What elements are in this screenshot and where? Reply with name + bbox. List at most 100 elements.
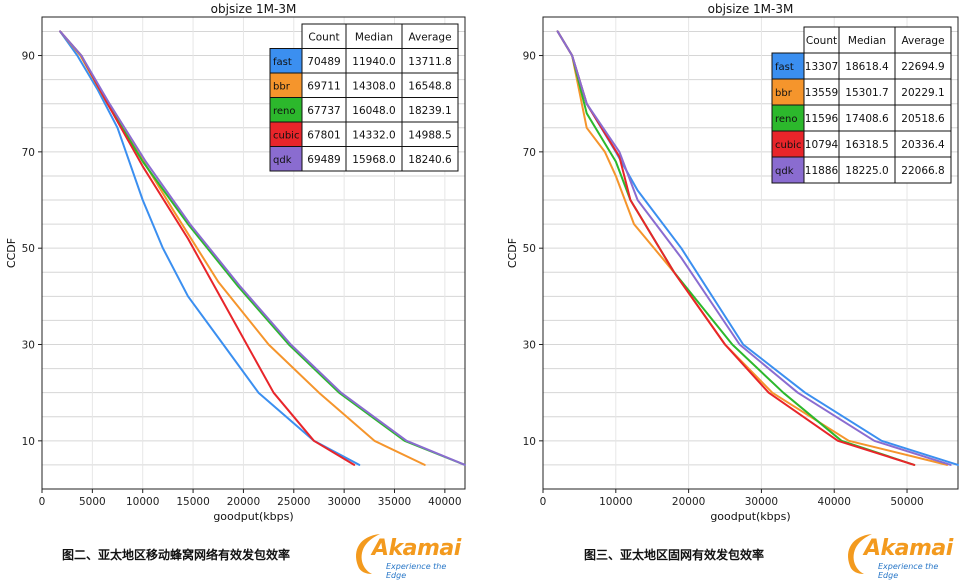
table-cell-value: 18225.0 — [845, 165, 888, 177]
table-header-label: Average — [901, 35, 944, 47]
stats-table: Count Median Average fast 70489 11940.0 13711.… — [269, 23, 459, 172]
table-cell — [838, 130, 896, 158]
table-header-cell — [838, 26, 896, 54]
series-line-bbr — [556, 30, 949, 466]
table-cell-value: 18618.4 — [845, 61, 889, 73]
table-row-label: bbr — [273, 81, 291, 92]
table-cell-value: 69489 — [307, 154, 340, 166]
x-axis-label: goodput(kbps) — [710, 510, 790, 523]
table-cell-value: 11596 — [805, 113, 839, 125]
x-axis-label: goodput(kbps) — [213, 510, 293, 523]
akamai-logo-left: Akamai Experience the Edge — [350, 530, 462, 580]
table-cell — [838, 78, 896, 106]
x-tick-label: 40000 — [818, 496, 851, 508]
table-cell-value: 11886 — [805, 165, 839, 177]
akamai-swoosh-icon — [848, 534, 872, 574]
table-row-label-cell — [269, 97, 303, 123]
table-cell — [838, 104, 896, 132]
x-tick-label: 30000 — [745, 496, 778, 508]
table-cell-value: 70489 — [307, 56, 340, 68]
table-header-label: Median — [355, 31, 393, 43]
akamai-logo-right: Akamai Experience the Edge — [842, 530, 954, 580]
table-cell-value: 20518.6 — [901, 113, 945, 125]
table-header-label: Median — [848, 35, 886, 47]
table-row-label-cell — [771, 52, 805, 80]
y-tick-label: 70 — [22, 147, 35, 159]
x-tick-label: 50000 — [890, 496, 923, 508]
table-row-label-cell — [269, 121, 303, 147]
table-row-label-cell — [771, 78, 805, 106]
akamai-tagline: Experience the Edge — [386, 562, 447, 580]
y-tick-label: 30 — [22, 340, 35, 352]
table-cell-value: 11940.0 — [352, 56, 395, 68]
table-cell — [345, 48, 403, 74]
x-tick-label: 20000 — [672, 496, 705, 508]
x-tick-label: 35000 — [378, 496, 411, 508]
x-tick-label: 0 — [540, 496, 547, 508]
akamai-swoosh-icon — [356, 534, 380, 574]
x-tick-label: 5000 — [79, 496, 106, 508]
table-row-label-cell — [771, 156, 805, 184]
table-cell — [401, 97, 459, 123]
y-axis-label: CCDF — [5, 238, 18, 268]
series-line-qdk — [556, 30, 952, 466]
table-cell — [894, 78, 952, 106]
table-cell-value: 18240.6 — [408, 154, 452, 166]
table-cell — [401, 72, 459, 98]
akamai-wordmark: Akamai — [372, 536, 461, 561]
table-cell — [345, 146, 403, 172]
table-header-cell — [803, 26, 840, 54]
series-line-fast — [59, 30, 361, 466]
table-cell-value: 22694.9 — [901, 61, 944, 73]
table-cell — [838, 156, 896, 184]
x-tick-label: 40000 — [428, 496, 461, 508]
table-header-cell — [301, 23, 347, 49]
table-cell-value: 14332.0 — [352, 129, 395, 141]
table-cell-value: 22066.8 — [901, 165, 944, 177]
x-tick-label: 20000 — [227, 496, 260, 508]
table-row-label: cubic — [273, 130, 299, 141]
x-tick-label: 15000 — [176, 496, 209, 508]
table-row-label: qdk — [775, 166, 794, 177]
akamai-tagline: Experience the Edge — [878, 562, 939, 580]
table-header-cell — [401, 23, 459, 49]
table-cell-value: 20229.1 — [901, 87, 944, 99]
table-cell — [301, 48, 347, 74]
table-cell-value: 15968.0 — [352, 154, 395, 166]
series-line-qdk — [59, 30, 466, 466]
table-cell-value: 10794 — [805, 139, 839, 151]
plot-frame — [542, 16, 959, 490]
table-cell-value: 13559 — [805, 87, 838, 99]
table-cell-value: 67801 — [307, 129, 340, 141]
chart-1: objsize 1M-3M 0 5000 10000 15000 20000 25000 30… — [5, 2, 466, 523]
table-cell-value: 16048.0 — [352, 105, 395, 117]
table-cell — [345, 121, 403, 147]
table-cell-value: 69711 — [307, 80, 340, 92]
table-row-label: fast — [273, 57, 292, 68]
table-cell-value: 18239.1 — [408, 105, 451, 117]
table-cell — [803, 52, 840, 80]
table-cell-value: 13711.8 — [408, 56, 451, 68]
x-tick-label: 10000 — [599, 496, 632, 508]
table-cell — [894, 130, 952, 158]
y-tick-label: 10 — [22, 436, 35, 448]
table-row-label-cell — [269, 72, 303, 98]
table-cell-value: 20336.4 — [901, 139, 945, 151]
table-row-label: bbr — [775, 88, 793, 99]
chart-2: objsize 1M-3M 0 10000 20000 30000 40000 50000 1… — [506, 2, 959, 523]
x-tick-label: 30000 — [327, 496, 360, 508]
table-cell — [803, 130, 840, 158]
table-cell-value: 13307 — [805, 61, 838, 73]
table-cell-value: 16318.5 — [845, 139, 888, 151]
stats-table: Count Median Average fast 13307 18618.4 22694.… — [771, 26, 952, 184]
table-header-label: Count — [806, 35, 837, 47]
y-tick-label: 90 — [523, 51, 536, 63]
y-tick-label: 10 — [523, 436, 536, 448]
table-row-label: cubic — [775, 140, 801, 151]
table-row-label: fast — [775, 62, 794, 73]
table-header-label: Average — [408, 31, 451, 43]
table-cell-value: 67737 — [307, 105, 340, 117]
table-row-label: reno — [273, 106, 296, 117]
table-row-label: qdk — [273, 155, 292, 166]
table-cell-value: 16548.8 — [408, 80, 451, 92]
